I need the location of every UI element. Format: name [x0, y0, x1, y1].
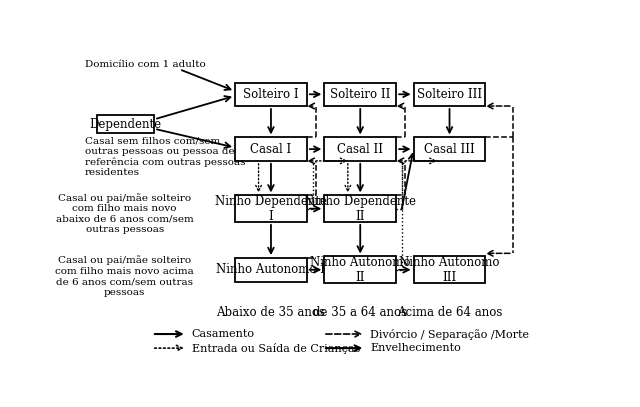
FancyBboxPatch shape	[235, 83, 307, 106]
Text: Casal sem filhos com/sem
outras pessoas ou pessoa de
referência com outras pesso: Casal sem filhos com/sem outras pessoas …	[85, 137, 246, 177]
FancyBboxPatch shape	[413, 138, 486, 161]
FancyBboxPatch shape	[235, 195, 307, 222]
Text: Casal II: Casal II	[337, 142, 383, 155]
Text: Dependente: Dependente	[90, 118, 162, 131]
Text: Solteiro II: Solteiro II	[330, 88, 390, 101]
Text: Ninho Autonomo
II: Ninho Autonomo II	[310, 256, 410, 284]
Text: Ninho Autonomo
III: Ninho Autonomo III	[399, 256, 500, 284]
FancyBboxPatch shape	[235, 138, 307, 161]
Text: Casal III: Casal III	[424, 142, 475, 155]
Text: de 35 a 64 anos: de 35 a 64 anos	[313, 306, 407, 319]
Text: Abaixo de 35 anos: Abaixo de 35 anos	[216, 306, 326, 319]
Text: Ninho Dependente
I: Ninho Dependente I	[215, 195, 327, 223]
Text: Acima de 64 anos: Acima de 64 anos	[397, 306, 502, 319]
Text: Casal I: Casal I	[250, 142, 292, 155]
Text: Ninho Autonomo I: Ninho Autonomo I	[216, 263, 326, 276]
FancyBboxPatch shape	[324, 195, 396, 222]
Text: Casal ou pai/mãe solteiro
com filho mais novo acima
de 6 anos com/sem outras
pes: Casal ou pai/mãe solteiro com filho mais…	[55, 256, 194, 297]
FancyBboxPatch shape	[324, 256, 396, 283]
Text: Entrada ou Saída de Crianças: Entrada ou Saída de Crianças	[191, 343, 360, 354]
Text: Solteiro I: Solteiro I	[243, 88, 299, 101]
Text: Envelhecimento: Envelhecimento	[370, 343, 461, 353]
Text: Casal ou pai/mãe solteiro
com filho mais novo
abaixo de 6 anos com/sem
outras pe: Casal ou pai/mãe solteiro com filho mais…	[56, 193, 193, 234]
FancyBboxPatch shape	[413, 256, 486, 283]
Text: Casamento: Casamento	[191, 329, 255, 339]
FancyBboxPatch shape	[235, 258, 307, 282]
Text: Solteiro III: Solteiro III	[417, 88, 482, 101]
Text: Domicílio com 1 adulto: Domicílio com 1 adulto	[85, 60, 205, 69]
FancyBboxPatch shape	[324, 138, 396, 161]
FancyBboxPatch shape	[97, 115, 154, 133]
FancyBboxPatch shape	[413, 83, 486, 106]
FancyBboxPatch shape	[324, 83, 396, 106]
Text: Divórcio / Separação /Morte: Divórcio / Separação /Morte	[370, 328, 529, 339]
Text: Ninho Dependente
II: Ninho Dependente II	[304, 195, 416, 223]
